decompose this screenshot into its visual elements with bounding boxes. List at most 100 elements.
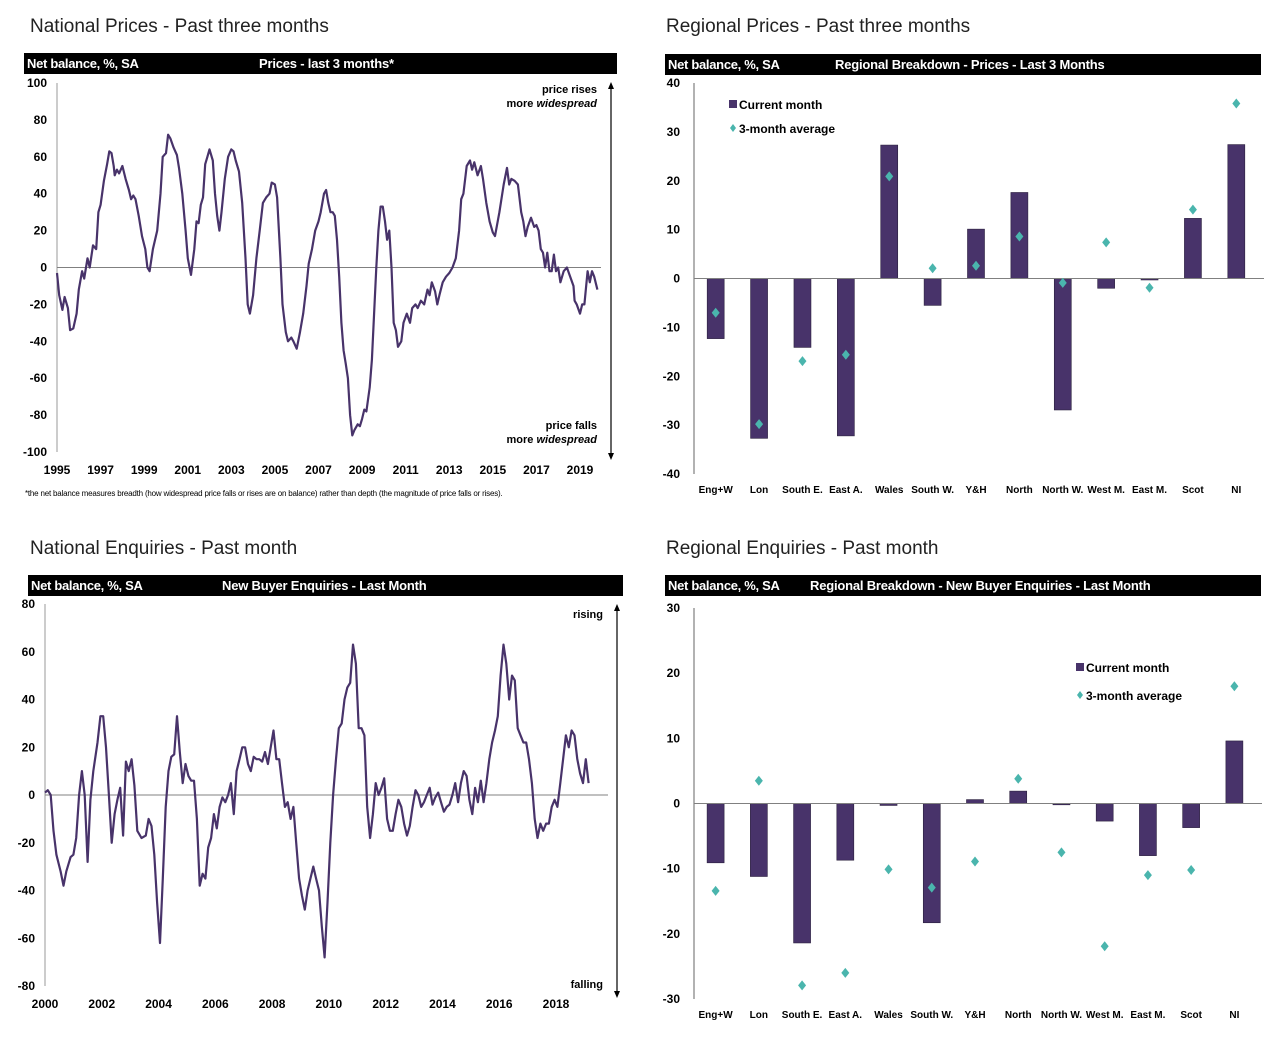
marker-3-month-average: [754, 775, 763, 786]
marker-3-month-average: [1014, 773, 1023, 784]
x-tick-label: 2005: [262, 463, 289, 477]
x-category-label: Scot: [1182, 485, 1204, 496]
y-tick-label: -60: [18, 931, 36, 945]
marker-3-month-average: [1100, 941, 1109, 952]
bar-current-month: [750, 803, 768, 877]
bar-current-month: [836, 803, 855, 861]
annotation-bottom: falling: [571, 979, 603, 991]
x-category-label: South E.: [782, 485, 823, 496]
marker-3-month-average: [841, 349, 850, 360]
y-tick-label: -40: [30, 334, 48, 348]
x-category-label: North W.: [1041, 1010, 1082, 1021]
marker-3-month-average: [841, 967, 850, 978]
y-tick-label: 0: [673, 272, 680, 286]
annotation-bottom-line1: price falls: [546, 420, 597, 432]
bar-current-month: [1053, 278, 1072, 411]
y-tick-label: 0: [28, 788, 35, 802]
x-category-label: Eng+W: [699, 1010, 734, 1021]
marker-3-month-average: [1143, 870, 1152, 881]
arrow-up-icon: [608, 82, 614, 89]
bar-current-month: [1097, 278, 1115, 289]
x-tick-label: 2018: [543, 997, 570, 1011]
x-tick-label: 2012: [372, 997, 399, 1011]
y-tick-label: -40: [18, 884, 36, 898]
y-tick-label: 40: [22, 693, 36, 707]
bar-current-month: [1009, 790, 1028, 804]
header-chart-title: New Buyer Enquiries - Last Month: [222, 578, 427, 593]
legend-label-3-month-average: 3-month average: [1086, 689, 1182, 703]
annotation-top: rising: [573, 609, 603, 621]
marker-3-month-average: [928, 263, 937, 274]
y-tick-label: 10: [667, 731, 681, 745]
arrow-down-icon: [614, 991, 620, 998]
chart-header-regional-prices: Net balance, %, SA Regional Breakdown - …: [665, 54, 1261, 75]
bar-current-month: [967, 228, 985, 279]
marker-3-month-average: [1232, 98, 1241, 109]
arrow-up-icon: [614, 604, 620, 611]
bar-current-month: [1095, 803, 1114, 822]
marker-3-month-average: [1058, 277, 1067, 288]
y-tick-label: -60: [30, 371, 48, 385]
x-category-label: East M.: [1130, 1010, 1165, 1021]
y-tick-label: -80: [18, 979, 36, 993]
marker-3-month-average: [711, 307, 720, 318]
marker-3-month-average: [798, 980, 807, 991]
x-tick-label: 2008: [259, 997, 286, 1011]
legend-label-current-month: Current month: [1086, 661, 1169, 675]
footnote: *the net balance measures breadth (how w…: [25, 489, 503, 498]
x-tick-label: 1997: [87, 463, 114, 477]
x-tick-label: 2002: [88, 997, 115, 1011]
x-category-label: East M.: [1132, 485, 1167, 496]
chart-header-national-enquiries: Net balance, %, SA New Buyer Enquiries -…: [28, 575, 623, 596]
arrow-down-icon: [608, 453, 614, 460]
legend-swatch-3-month-average: [1077, 691, 1083, 699]
x-category-label: North W.: [1042, 485, 1083, 496]
x-tick-label: 1995: [44, 463, 71, 477]
marker-3-month-average: [927, 882, 936, 893]
chart-national-prices: 100 80 60 40 20 0 -20 -40 -60 -80 -100 1995 1997 1999…: [23, 76, 614, 477]
header-chart-title: Regional Breakdown - Prices - Last 3 Mon…: [835, 57, 1105, 72]
annotation-top-line1: price rises: [542, 84, 597, 96]
marker-3-month-average: [1145, 282, 1154, 293]
x-category-label: Lon: [750, 485, 768, 496]
x-tick-label: 2007: [305, 463, 332, 477]
x-category-label: Y&H: [965, 485, 986, 496]
bar-current-month: [880, 144, 899, 279]
bar-current-month: [1225, 740, 1244, 804]
y-tick-label: 100: [27, 76, 47, 90]
x-tick-label: 2004: [145, 997, 172, 1011]
x-tick-label: 2001: [174, 463, 201, 477]
y-tick-label: -20: [663, 927, 681, 941]
x-category-label: Wales: [874, 1010, 903, 1021]
x-category-label: South E.: [782, 1010, 823, 1021]
x-category-label: Lon: [750, 1010, 768, 1021]
annotation-bottom-line2: more widespread: [507, 434, 598, 446]
marker-3-month-average: [798, 356, 807, 367]
header-unit-label: Net balance, %, SA: [31, 578, 143, 593]
marker-3-month-average: [1102, 237, 1111, 248]
marker-3-month-average: [1015, 231, 1024, 242]
marker-3-month-average: [885, 171, 894, 182]
bar-current-month: [750, 278, 768, 439]
y-tick-label: 0: [40, 261, 47, 275]
bar-current-month: [966, 799, 984, 804]
chart-regional-prices: 40 30 20 10 0 -10 -20 -30 -40 Eng+W Lon South E. Eas…: [663, 76, 1264, 496]
y-tick-label: 30: [667, 125, 681, 139]
bar-current-month: [923, 278, 942, 306]
x-tick-label: 2003: [218, 463, 245, 477]
y-tick-label: 20: [34, 224, 48, 238]
y-tick-label: -80: [30, 408, 48, 422]
bar-current-month: [793, 278, 812, 348]
x-category-label: North: [1006, 485, 1033, 496]
y-tick-label: -30: [663, 418, 681, 432]
x-category-label: South W.: [910, 1010, 953, 1021]
x-category-label: Y&H: [964, 1010, 985, 1021]
legend-swatch-current-month: [729, 100, 737, 108]
marker-3-month-average: [755, 419, 764, 430]
x-category-label: West M.: [1086, 1010, 1124, 1021]
x-category-label: NI: [1229, 1010, 1239, 1021]
y-tick-label: 10: [667, 223, 681, 237]
header-chart-title: Prices - last 3 months*: [259, 56, 394, 71]
legend-label-current-month: Current month: [739, 98, 822, 112]
y-tick-label: 80: [22, 597, 36, 611]
